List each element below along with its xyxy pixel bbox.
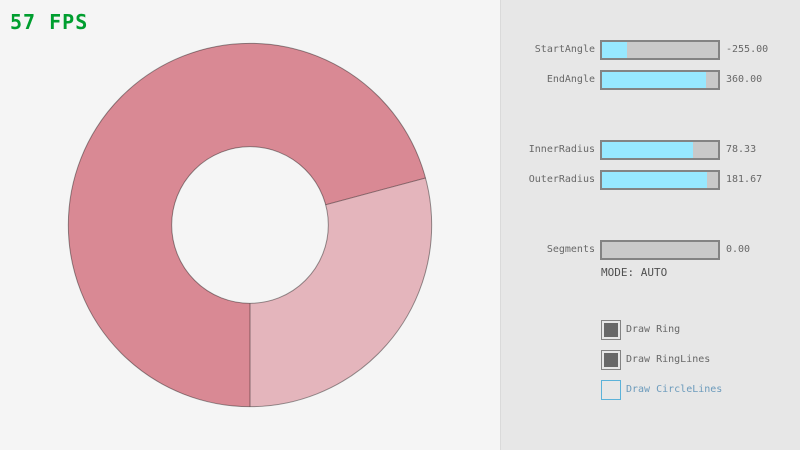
slider-innerradius-fill bbox=[602, 142, 693, 158]
checkbox-row-draw-ringlines: Draw RingLines bbox=[501, 350, 800, 370]
slider-label-startangle: StartAngle bbox=[534, 44, 595, 55]
slider-row-innerradius: InnerRadius 78.33 bbox=[501, 140, 800, 160]
slider-outerradius[interactable] bbox=[600, 170, 720, 190]
drawing-canvas: 57 FPS bbox=[10, 10, 433, 408]
slider-row-startangle: StartAngle -255.00 bbox=[501, 40, 800, 60]
slider-startangle[interactable] bbox=[600, 40, 720, 60]
slider-row-outerradius: OuterRadius 181.67 bbox=[501, 170, 800, 190]
ring-chart bbox=[67, 42, 433, 408]
slider-value-startangle: -255.00 bbox=[726, 44, 769, 55]
slider-row-endangle: EndAngle 360.00 bbox=[501, 70, 800, 90]
control-panel: StartAngle -255.00 EndAngle 360.00 Inner… bbox=[500, 0, 800, 450]
checkbox-label-draw-circlelines: Draw CircleLines bbox=[626, 384, 723, 395]
slider-endangle[interactable] bbox=[600, 70, 720, 90]
check-mark bbox=[604, 323, 618, 337]
slider-segments[interactable] bbox=[600, 240, 720, 260]
checkbox-draw-circlelines[interactable] bbox=[601, 380, 621, 400]
checkbox-label-draw-ring: Draw Ring bbox=[626, 324, 681, 335]
checkbox-row-draw-ring: Draw Ring bbox=[501, 320, 800, 340]
slider-row-segments: Segments 0.00 bbox=[501, 240, 800, 260]
slider-innerradius[interactable] bbox=[600, 140, 720, 160]
ring-end-cap-line bbox=[325, 177, 426, 206]
slider-startangle-fill bbox=[602, 42, 627, 58]
slider-endangle-fill bbox=[602, 72, 706, 88]
slider-label-innerradius: InnerRadius bbox=[528, 144, 595, 155]
ring-sector-overlap bbox=[68, 43, 426, 407]
check-mark bbox=[604, 353, 618, 367]
slider-value-endangle: 360.00 bbox=[726, 74, 763, 85]
ring-sector-single bbox=[250, 177, 432, 407]
ring-outer-line bbox=[67, 42, 433, 408]
slider-value-outerradius: 181.67 bbox=[726, 174, 763, 185]
fps-counter: 57 FPS bbox=[10, 10, 89, 34]
slider-outerradius-fill bbox=[602, 172, 707, 188]
slider-value-innerradius: 78.33 bbox=[726, 144, 757, 155]
slider-label-segments: Segments bbox=[546, 244, 595, 255]
checkbox-label-draw-ringlines: Draw RingLines bbox=[626, 354, 711, 365]
slider-value-segments: 0.00 bbox=[726, 244, 751, 255]
checkbox-row-draw-circlelines: Draw CircleLines bbox=[501, 380, 800, 400]
slider-label-endangle: EndAngle bbox=[546, 74, 595, 85]
checkbox-draw-ringlines[interactable] bbox=[601, 350, 621, 370]
ring-inner-line bbox=[171, 146, 329, 304]
slider-label-outerradius: OuterRadius bbox=[528, 174, 595, 185]
checkbox-draw-ring[interactable] bbox=[601, 320, 621, 340]
segments-mode-text: MODE: AUTO bbox=[601, 266, 668, 279]
